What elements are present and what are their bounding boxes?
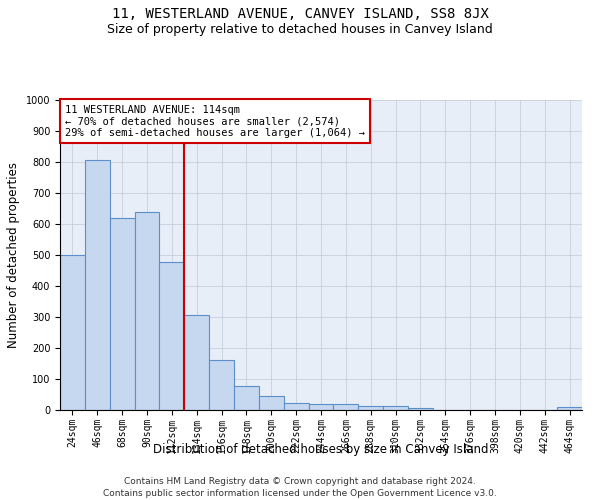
Bar: [284, 402, 308, 410]
Bar: [259, 396, 284, 410]
Bar: [110, 218, 134, 410]
Text: 11, WESTERLAND AVENUE, CANVEY ISLAND, SS8 8JX: 11, WESTERLAND AVENUE, CANVEY ISLAND, SS…: [112, 8, 488, 22]
Bar: [60, 255, 85, 410]
Text: Distribution of detached houses by size in Canvey Island: Distribution of detached houses by size …: [153, 442, 489, 456]
Bar: [209, 360, 234, 410]
Bar: [334, 404, 358, 410]
Bar: [184, 314, 209, 410]
Text: Contains HM Land Registry data © Crown copyright and database right 2024.: Contains HM Land Registry data © Crown c…: [124, 478, 476, 486]
Text: Size of property relative to detached houses in Canvey Island: Size of property relative to detached ho…: [107, 22, 493, 36]
Bar: [557, 407, 582, 410]
Bar: [308, 404, 334, 410]
Text: Contains public sector information licensed under the Open Government Licence v3: Contains public sector information licen…: [103, 489, 497, 498]
Y-axis label: Number of detached properties: Number of detached properties: [7, 162, 20, 348]
Bar: [234, 386, 259, 410]
Bar: [85, 160, 110, 410]
Text: 11 WESTERLAND AVENUE: 114sqm
← 70% of detached houses are smaller (2,574)
29% of: 11 WESTERLAND AVENUE: 114sqm ← 70% of de…: [65, 104, 365, 138]
Bar: [134, 212, 160, 410]
Bar: [383, 406, 408, 410]
Bar: [160, 262, 184, 410]
Bar: [358, 406, 383, 410]
Bar: [408, 408, 433, 410]
